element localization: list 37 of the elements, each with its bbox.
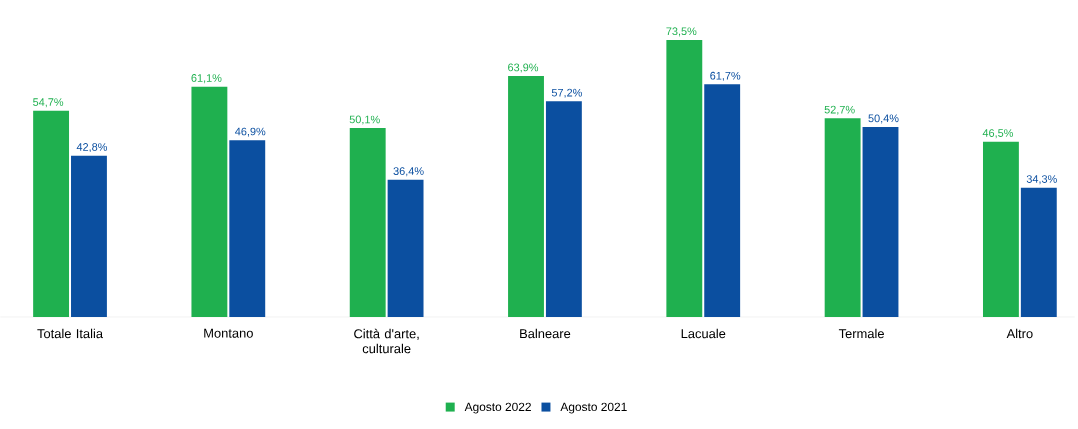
bar: [508, 76, 544, 318]
bar: [349, 128, 386, 318]
data-label: 61,1%: [191, 74, 222, 84]
x-tick-label: Lacuale: [681, 328, 726, 339]
data-label: 34,3%: [1026, 175, 1057, 185]
bar: [666, 40, 703, 318]
bar: [982, 141, 1019, 318]
data-label: 57,2%: [551, 89, 582, 99]
data-label: 52,7%: [824, 105, 855, 115]
bar: [387, 179, 424, 318]
data-label: 46,9%: [235, 127, 266, 137]
x-tick-label: Città d'arte, culturale: [354, 328, 419, 354]
x-tick-label: Altro: [1006, 328, 1033, 339]
bar: [704, 84, 741, 318]
data-label: 46,5%: [982, 129, 1014, 139]
bar: [229, 140, 266, 318]
data-label: 50,4%: [868, 114, 899, 124]
bar: [862, 127, 899, 318]
bar: [33, 110, 70, 318]
bar: [1020, 187, 1057, 318]
bar: [545, 101, 582, 318]
x-tick-label: Montano: [204, 328, 253, 338]
legend-label: Agosto 2022: [464, 402, 531, 414]
bar: [824, 118, 861, 318]
data-label: 73,5%: [666, 27, 697, 37]
data-label: 42,8%: [76, 143, 108, 153]
legend-label: Agosto 2021: [560, 402, 627, 414]
bar: [191, 86, 228, 318]
x-tick-label: Balneare: [520, 328, 571, 339]
x-tick-label: Termale: [838, 328, 884, 339]
data-label: 61,7%: [710, 72, 741, 82]
x-tick-label: Totale Italia: [37, 328, 104, 339]
data-label: 50,1%: [349, 115, 380, 125]
bar: [71, 155, 107, 318]
data-label: 54,7%: [33, 98, 64, 108]
data-label: 63,9%: [508, 63, 539, 73]
data-label: 36,4%: [393, 167, 424, 177]
